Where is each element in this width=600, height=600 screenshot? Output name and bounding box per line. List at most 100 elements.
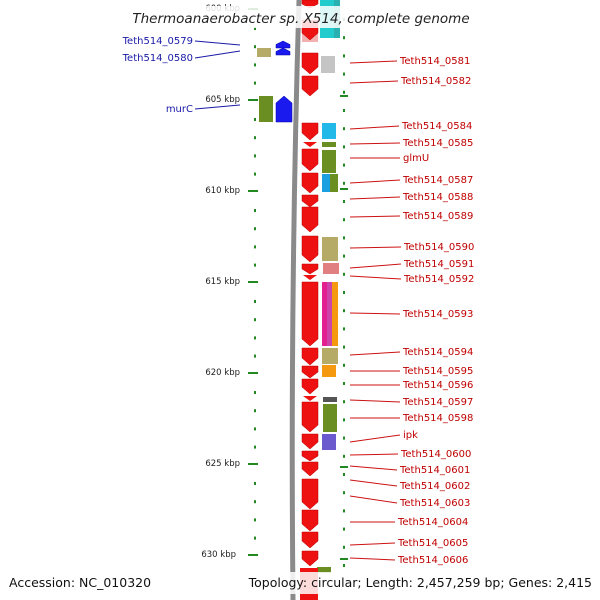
gene-feature-box <box>332 282 338 346</box>
left-label-leader <box>194 104 241 110</box>
forward-gene-arrow <box>301 509 319 532</box>
gene-label-right: Teth514_0602 <box>399 481 470 492</box>
right-label-leader <box>349 495 398 504</box>
gene-label-right: Teth514_0606 <box>397 555 468 566</box>
gene-label-right: Teth514_0589 <box>402 211 473 222</box>
kbp-minor-tick <box>254 409 256 413</box>
label-leader-lines <box>194 40 402 561</box>
gene-feature-box <box>321 56 335 73</box>
reverse-gene-arrow <box>275 40 291 49</box>
kbp-label: 630 kbp <box>201 550 236 560</box>
gene-feature-box <box>322 282 327 346</box>
right-minor-tick <box>343 163 345 167</box>
gene-feature-box <box>322 150 336 173</box>
kbp-minor-tick <box>254 518 256 522</box>
gene-label-right: Teth514_0581 <box>399 56 470 67</box>
kbp-minor-tick <box>254 300 256 303</box>
gene-label-left: Teth514_0580 <box>122 53 193 64</box>
right-label-leader <box>349 542 396 546</box>
gene-label-right: Teth514_0593 <box>402 309 473 320</box>
forward-gene-arrow <box>301 450 319 462</box>
right-label-leader <box>349 179 401 184</box>
kbp-minor-tick <box>254 445 256 449</box>
right-label-leader <box>349 399 401 403</box>
right-minor-tick <box>343 145 345 149</box>
gene-feature-box <box>322 237 338 261</box>
gene-feature-box <box>323 404 337 432</box>
right-label-leader <box>349 465 398 471</box>
gene-label-right: Teth514_0585 <box>402 138 473 149</box>
forward-gene-arrow <box>301 235 319 263</box>
right-minor-tick <box>343 345 345 349</box>
kbp-label: 625 kbp <box>205 459 240 469</box>
gene-label-right: Teth514_0605 <box>397 538 468 549</box>
forward-gene-arrow <box>301 75 319 97</box>
kbp-minor-tick <box>254 227 256 231</box>
gene-label-right: Teth514_0595 <box>402 366 473 377</box>
right-minor-tick <box>343 382 345 385</box>
kbp-minor-tick <box>254 81 256 85</box>
kbp-minor-tick <box>254 354 256 358</box>
gene-feature-box <box>323 397 337 402</box>
right-minor-tick <box>343 254 345 258</box>
forward-gene-arrow <box>301 172 319 194</box>
accession-text: Accession: NC_010320 <box>9 575 151 590</box>
gene-label-right: Teth514_0601 <box>399 465 470 476</box>
kbp-minor-tick <box>254 427 256 431</box>
right-minor-tick <box>343 454 345 458</box>
reverse-gene-arrow <box>275 95 293 123</box>
gene-feature-box <box>322 434 336 450</box>
right-minor-tick <box>343 509 345 513</box>
forward-gene-arrow <box>301 122 319 141</box>
right-minor-tick <box>343 181 345 185</box>
right-minor-tick <box>343 564 345 567</box>
kbp-ticks <box>248 8 348 567</box>
footer-background <box>0 572 600 594</box>
right-label-leader <box>349 215 401 218</box>
right-label-leader <box>349 453 399 456</box>
right-minor-tick <box>343 291 345 294</box>
kbp-minor-tick <box>254 500 256 504</box>
right-minor-tick <box>343 218 345 222</box>
kbp-minor-tick <box>254 318 256 322</box>
left-label-leader <box>194 40 241 46</box>
gene-feature-box <box>322 142 336 147</box>
right-label-leader <box>349 60 398 64</box>
gene-label-right: Teth514_0600 <box>400 449 471 460</box>
gene-label-right: Teth514_0591 <box>403 259 474 270</box>
gene-label-right: Teth514_0584 <box>401 121 472 132</box>
right-minor-tick <box>343 127 345 131</box>
gene-label-right: Teth514_0604 <box>397 517 468 528</box>
kbp-label: 605 kbp <box>205 95 240 105</box>
right-label-leader <box>349 312 401 315</box>
forward-gene-arrow <box>301 378 319 395</box>
forward-gene-arrow <box>301 531 319 549</box>
forward-gene-arrow <box>301 148 319 172</box>
gene-feature-box <box>322 123 336 139</box>
right-minor-tick <box>343 109 345 112</box>
topology-text: Topology: circular; Length: 2,457,259 bp… <box>248 575 592 590</box>
gene-label-right: Teth514_0594 <box>402 347 473 358</box>
gene-feature-box <box>322 365 336 377</box>
gene-feature-box <box>323 263 339 274</box>
gene-label-right: Teth514_0603 <box>399 498 470 509</box>
right-label-leader <box>349 142 401 145</box>
right-minor-tick <box>343 72 345 76</box>
gene-label-right: Teth514_0598 <box>402 413 473 424</box>
gene-label-right: Teth514_0596 <box>402 380 473 391</box>
right-label-leader <box>349 434 401 443</box>
gene-label-right: Teth514_0590 <box>403 242 474 253</box>
gene-label-right: Teth514_0587 <box>402 175 473 186</box>
right-minor-tick <box>343 400 345 404</box>
genome-backbone <box>289 0 302 600</box>
right-label-leader <box>349 479 398 487</box>
gene-label-right: ipk <box>403 430 418 441</box>
forward-gene-arrow <box>301 365 319 379</box>
right-label-leader <box>349 246 402 249</box>
gene-feature-box <box>322 174 330 192</box>
right-minor-tick <box>343 272 345 276</box>
forward-gene-arrow <box>301 281 319 347</box>
gene-label-right: Teth514_0582 <box>400 76 471 87</box>
